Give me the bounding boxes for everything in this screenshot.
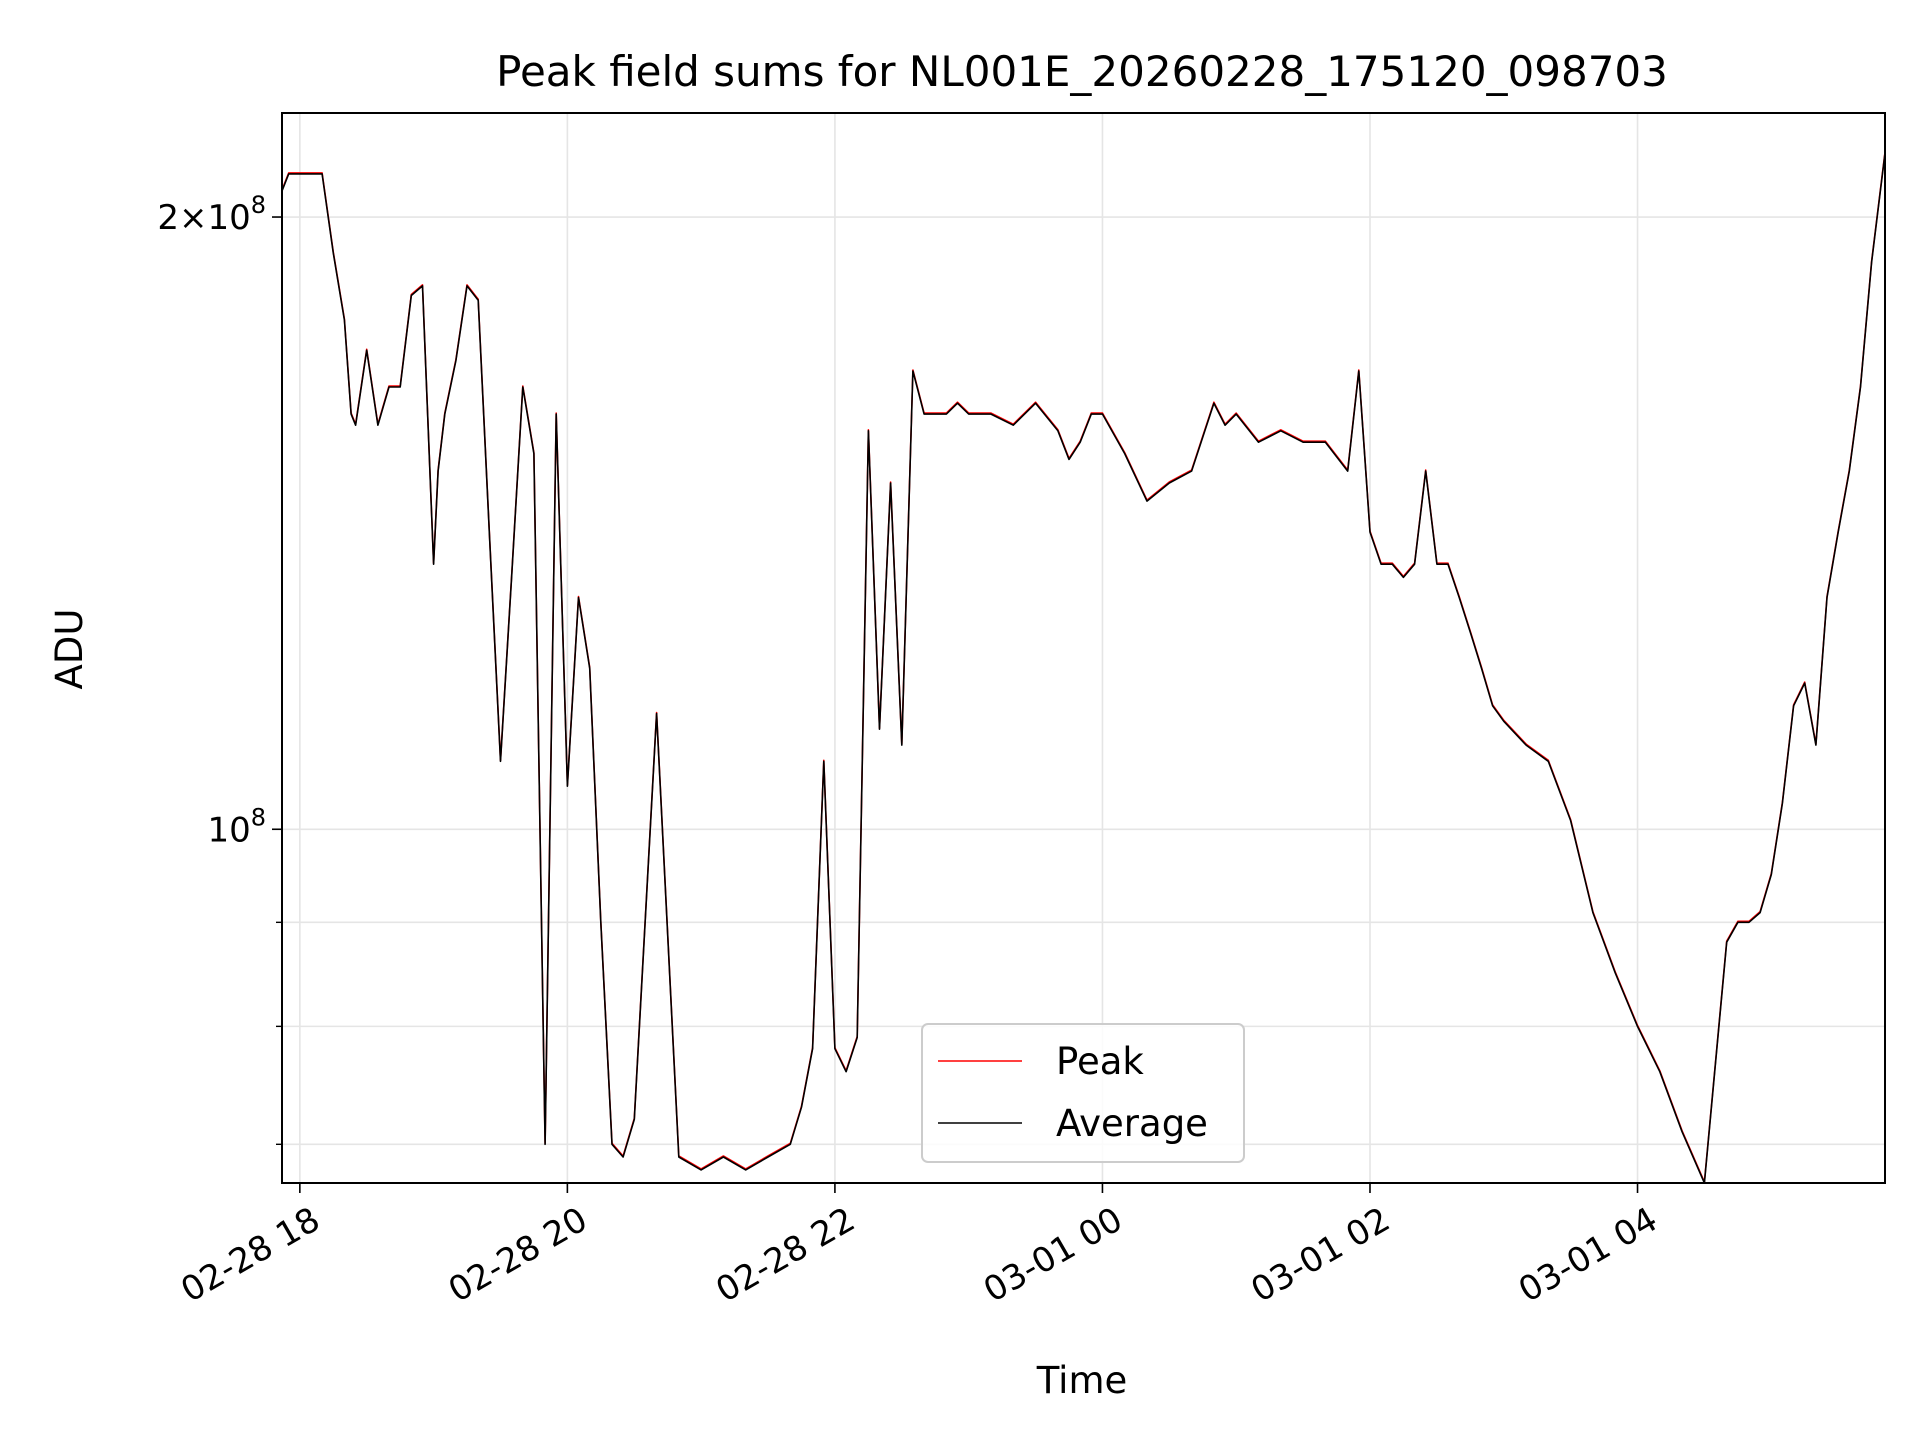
legend-label-peak: Peak [1056, 1040, 1144, 1083]
y-tick-label: 2×108 [157, 191, 266, 238]
chart-title: Peak field sums for NL001E_20260228_1751… [496, 47, 1668, 96]
series-line-average [282, 153, 1885, 1183]
series-group [282, 152, 1885, 1183]
y-axis: 108 2×108 [157, 191, 282, 1146]
legend-box [921, 1023, 1245, 1163]
legend: Peak Average [921, 1023, 1245, 1163]
legend-label-average: Average [1056, 1102, 1208, 1145]
y-axis-label: ADU [48, 609, 91, 690]
y-tick-label: 108 [207, 803, 266, 850]
x-axis-label: Time [1036, 1359, 1128, 1402]
plot-frame [281, 112, 1886, 1184]
